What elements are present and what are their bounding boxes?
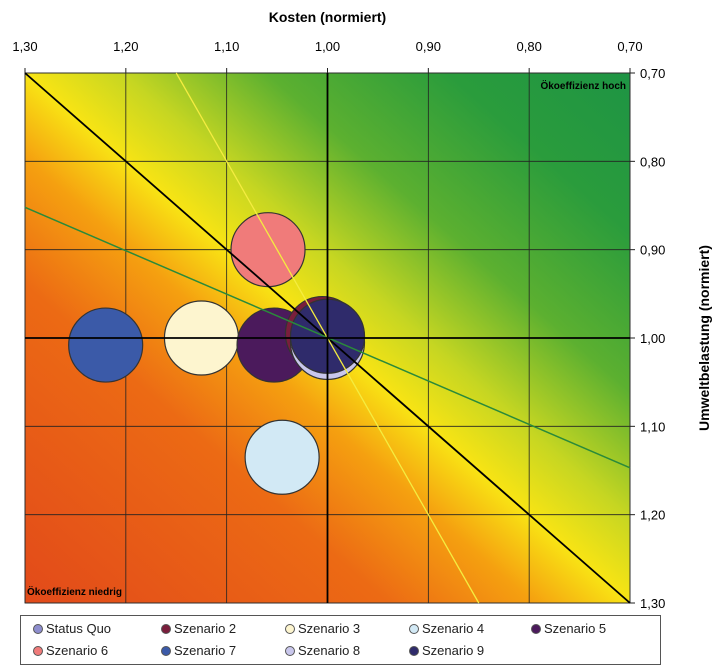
y-axis-title: Umweltbelastung (normiert) [696,245,712,431]
legend-item: Szenario 8 [285,643,360,658]
legend-item: Szenario 6 [33,643,108,658]
legend-label: Szenario 8 [298,643,361,658]
legend-marker-icon [285,645,295,656]
annotation-eco-high: Ökoeffizienz hoch [540,79,626,92]
legend-label: Szenario 2 [174,621,237,636]
x-tick-label: 1,20 [113,39,138,54]
legend-marker-icon [161,645,171,656]
y-tick-label: 1,10 [640,419,665,434]
legend-marker-icon [161,623,171,634]
legend-label: Status Quo [46,621,112,636]
legend-label: Szenario 9 [422,643,485,658]
bubble-szenario-7 [68,307,144,383]
x-tick-label: 0,70 [617,39,642,54]
y-tick-label: 0,90 [640,243,665,258]
legend-marker-icon [285,623,295,634]
legend-label: Szenario 6 [46,643,109,658]
y-tick-label: 1,30 [640,596,665,611]
bubble-szenario-6 [230,212,306,288]
x-tick-label: 0,80 [517,39,542,54]
y-tick-label: 0,70 [640,66,665,81]
x-tick-label: 1,00 [315,39,340,54]
legend-item: Status Quo [33,621,111,636]
legend: Status Quo Szenario 2 Szenario 3 Szenario 4… [20,615,661,665]
x-tick-label: 1,10 [214,39,239,54]
x-tick-label: 0,90 [416,39,441,54]
legend-item: Szenario 2 [161,621,236,636]
legend-label: Szenario 5 [544,621,607,636]
annotation-eco-low: Ökoeffizienz niedrig [27,585,122,598]
y-tick-label: 1,00 [640,331,665,346]
legend-label: Szenario 4 [422,621,485,636]
legend-marker-icon [409,645,419,656]
legend-marker-icon [33,645,43,656]
y-tick-label: 0,80 [640,154,665,169]
legend-marker-icon [33,623,43,634]
x-tick-label: 1,30 [12,39,37,54]
legend-label: Szenario 7 [174,643,237,658]
legend-item: Szenario 3 [285,621,360,636]
legend-label: Szenario 3 [298,621,361,636]
y-tick-label: 1,20 [640,508,665,523]
legend-item: Szenario 9 [409,643,484,658]
bubble-szenario-4 [244,419,320,495]
legend-item: Szenario 7 [161,643,236,658]
legend-item: Szenario 5 [531,621,606,636]
legend-marker-icon [531,623,541,634]
x-axis-title: Kosten (normiert) [269,9,386,25]
legend-marker-icon [409,623,419,634]
legend-item: Szenario 4 [409,621,484,636]
